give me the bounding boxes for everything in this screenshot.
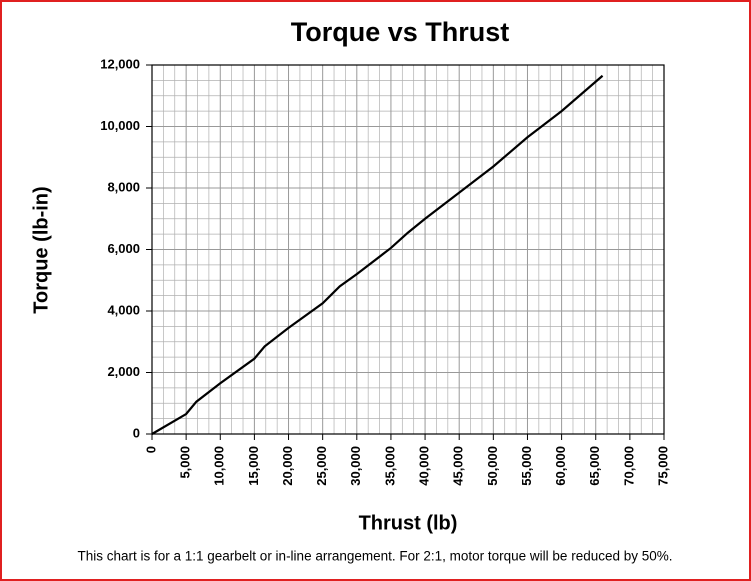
y-tick-label: 2,000 [107, 364, 140, 379]
x-tick-label: 60,000 [553, 446, 568, 486]
line [151, 74, 604, 435]
y-axis-label: Torque (lb-in) [30, 186, 52, 313]
x-tick-label: 10,000 [212, 446, 227, 486]
x-tick-label: 75,000 [655, 446, 670, 486]
x-tick-label: 35,000 [382, 446, 397, 486]
x-tick-label: 25,000 [314, 446, 329, 486]
y-tick-label: 4,000 [107, 302, 140, 317]
plot-border [151, 64, 665, 435]
x-tick-label: 55,000 [519, 446, 534, 486]
footnote: This chart is for a 1:1 gearbelt or in-l… [77, 549, 672, 564]
x-tick-label: 50,000 [485, 446, 500, 486]
x-tick-label: 30,000 [348, 446, 363, 486]
x-tick-label: 45,000 [451, 446, 466, 486]
x-tick-label: 20,000 [280, 446, 295, 486]
x-tick-label: 5,000 [178, 446, 193, 479]
y-tick-label: 10,000 [100, 118, 140, 133]
y-tick-label: 0 [133, 425, 140, 440]
x-axis-label: Thrust (lb) [359, 512, 458, 534]
chart-title: Torque vs Thrust [291, 17, 510, 47]
y-tick-label: 6,000 [107, 241, 140, 256]
x-tick-label: 65,000 [587, 446, 602, 486]
x-tick-label: 70,000 [621, 446, 636, 486]
y-tick-label: 8,000 [107, 179, 140, 194]
x-tick-label: 0 [143, 446, 158, 453]
x-tick-label: 15,000 [246, 446, 261, 486]
x-tick-label: 40,000 [417, 446, 432, 486]
y-tick-label: 12,000 [100, 56, 140, 71]
